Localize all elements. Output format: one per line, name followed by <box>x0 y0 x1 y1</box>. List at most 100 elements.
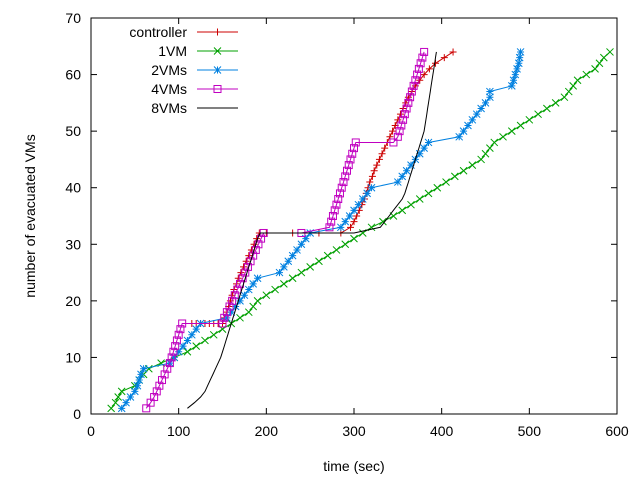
y-tick-label: 70 <box>65 10 81 26</box>
data-point-4vms <box>233 285 242 294</box>
x-axis-label: time (sec) <box>323 458 384 474</box>
data-point-1vm <box>341 240 350 249</box>
data-point-controller <box>420 71 428 79</box>
data-point-1vm <box>490 138 499 147</box>
data-point-1vm <box>534 110 542 119</box>
data-point-1vm <box>591 65 599 73</box>
data-point-2vms <box>509 76 518 85</box>
data-point-4vms <box>176 325 185 334</box>
data-point-2vms <box>393 178 402 186</box>
data-point-4vms <box>150 393 159 402</box>
x-tick-label: 0 <box>87 423 95 439</box>
data-point-controller <box>425 65 433 73</box>
y-tick-label: 60 <box>65 67 81 83</box>
legend: controller 1VM 2VMs 4VMs 8VMs <box>129 24 238 116</box>
data-point-2vms <box>293 246 301 254</box>
data-point-2vms <box>126 393 135 401</box>
data-point-4vms <box>399 115 408 124</box>
data-point-1vm <box>543 104 551 113</box>
x-tick-label: 600 <box>605 423 629 439</box>
data-point-2vms <box>244 285 253 294</box>
data-point-4vms <box>350 144 358 153</box>
data-point-2vms <box>236 297 244 305</box>
legend-label: 1VM <box>158 43 187 59</box>
data-point-2vms <box>464 121 472 130</box>
x-tick-label: 500 <box>518 423 542 439</box>
data-point-4vms <box>393 132 402 141</box>
data-point-2vms <box>354 200 363 209</box>
legend-entry-2vms: 2VMs <box>151 62 238 78</box>
data-point-2vms <box>367 183 376 192</box>
data-point-4vms <box>241 268 250 277</box>
data-point-2vms <box>192 325 201 333</box>
data-point-4vms <box>251 245 260 254</box>
data-point-1vm <box>525 115 534 124</box>
data-point-4vms <box>402 104 411 113</box>
data-point-2vms <box>117 404 126 413</box>
data-point-4vms <box>172 336 181 345</box>
data-point-4vms <box>167 353 176 362</box>
data-point-4vms <box>418 53 427 62</box>
data-point-controller <box>440 54 448 62</box>
data-point-4vms <box>174 330 183 339</box>
data-point-1vm <box>442 178 450 186</box>
y-tick-label: 30 <box>65 236 81 252</box>
data-point-1vm <box>398 206 407 215</box>
data-point-4vms <box>165 359 174 368</box>
series-line-4vms <box>145 51 425 409</box>
data-point-1vm <box>183 347 192 356</box>
data-point-2vms <box>275 268 284 277</box>
data-point-2vms <box>336 223 345 232</box>
data-point-4vms <box>230 291 239 300</box>
data-point-2vms <box>516 48 525 56</box>
data-point-4vms <box>325 223 334 232</box>
data-point-4vms <box>218 319 227 328</box>
legend-entry-controller: controller <box>129 24 238 40</box>
data-point-2vms <box>486 93 494 102</box>
data-point-2vms <box>507 82 516 90</box>
data-point-1vm <box>599 53 608 62</box>
data-point-2vms <box>345 212 354 220</box>
legend-entry-1vm: 1VM <box>158 43 238 59</box>
data-point-2vms <box>139 364 148 373</box>
data-point-1vm <box>499 132 507 141</box>
data-point-2vms <box>183 336 192 345</box>
data-point-controller <box>350 218 358 226</box>
data-point-1vm <box>569 82 578 90</box>
data-point-4vms <box>413 70 422 79</box>
data-point-4vms <box>332 200 341 209</box>
data-point-4vms <box>404 98 413 107</box>
data-point-1vm <box>306 263 315 271</box>
y-axis-label: number of evacuated VMs <box>22 134 38 297</box>
data-point-4vms <box>171 342 180 351</box>
data-point-4vms <box>420 47 429 56</box>
data-point-2vms <box>358 195 367 203</box>
data-point-2vms <box>227 308 236 317</box>
data-point-4vms <box>246 257 255 266</box>
data-point-4vms <box>163 364 172 373</box>
data-point-controller <box>449 48 457 56</box>
data-point-1vm <box>507 127 516 135</box>
legend-marker <box>213 66 222 74</box>
data-point-1vm <box>262 291 271 300</box>
legend-entry-4vms: 4VMs <box>151 81 238 97</box>
data-point-4vms <box>400 110 409 119</box>
data-point-4vms <box>158 376 167 385</box>
data-point-2vms <box>402 166 411 175</box>
data-point-4vms <box>341 172 350 181</box>
data-point-2vms <box>407 161 415 169</box>
data-point-1vm <box>407 200 415 209</box>
data-point-4vms <box>411 76 420 85</box>
data-point-2vms <box>280 263 288 271</box>
data-point-2vms <box>231 302 240 311</box>
legend-marker <box>214 28 221 36</box>
data-point-4vms <box>414 64 423 73</box>
data-point-1vm <box>271 285 279 294</box>
data-point-4vms <box>337 183 346 192</box>
data-point-4vms <box>416 59 425 68</box>
data-point-1vm <box>350 234 358 243</box>
data-point-2vms <box>455 132 464 141</box>
y-tick-label: 40 <box>65 180 81 196</box>
data-point-controller <box>368 172 376 180</box>
data-point-1vm <box>468 161 477 169</box>
